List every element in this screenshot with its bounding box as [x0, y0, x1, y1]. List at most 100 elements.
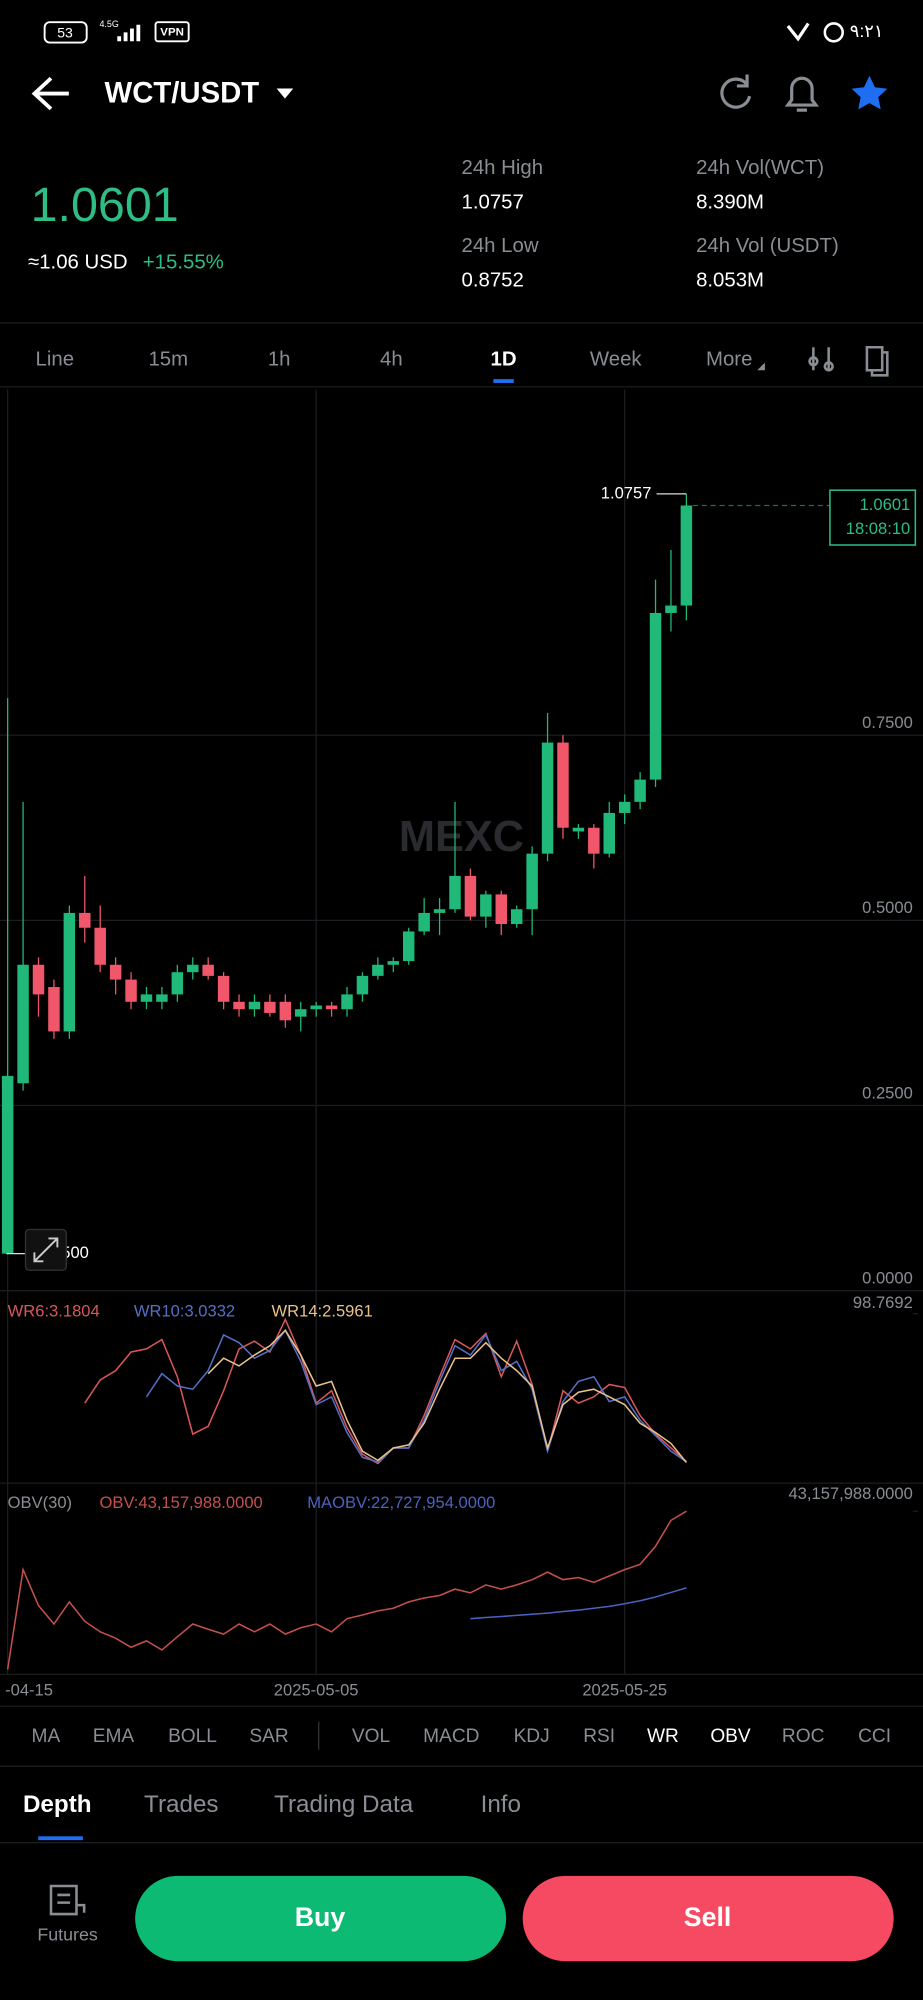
indicator-button[interactable]: RSI [583, 1726, 615, 1747]
chart-area: MEXC -04-15 2025-05-05 2025-05-25 0.0000 0.25… [0, 389, 923, 1699]
indicator-button[interactable]: EMA [93, 1726, 135, 1747]
candle-body [202, 964, 214, 976]
candle-body [480, 894, 492, 917]
indicator-button[interactable]: KDJ [514, 1726, 550, 1747]
timeframe-tab[interactable]: 1h [268, 348, 291, 370]
indicator-button[interactable]: WR [647, 1726, 679, 1747]
sell-button[interactable] [522, 1875, 894, 1962]
candle-body [402, 931, 415, 962]
indicator-button[interactable]: MACD [423, 1726, 479, 1747]
stat-value: 1.0757 [462, 192, 524, 214]
candle-body [140, 994, 153, 1002]
y-tick-label: 43,157,988.0000 [788, 1484, 912, 1503]
last-price-box [829, 489, 917, 546]
timeframe-tab[interactable]: 4h [380, 348, 403, 370]
y-tick-label: 0.2500 [862, 1083, 913, 1102]
candle-body [32, 964, 45, 995]
candle-body [248, 1001, 261, 1010]
vpn-label: VPN [160, 26, 184, 38]
back-button[interactable] [31, 76, 69, 111]
indicator-button[interactable]: BOLL [168, 1726, 217, 1747]
timeframe-tab[interactable]: More [706, 348, 752, 370]
stat-label: 24h Low [462, 235, 539, 257]
indicator-button[interactable]: VOL [352, 1726, 390, 1747]
candle-body [171, 972, 184, 995]
candle-body [310, 1005, 322, 1010]
countdown: 18:08:10 [846, 519, 910, 538]
indicator-button[interactable]: SAR [249, 1726, 288, 1747]
candle-body [94, 927, 106, 965]
candle-body [1, 1075, 14, 1254]
y-tick-label: 0.5000 [862, 898, 913, 917]
candle-body [418, 912, 430, 932]
futures-icon[interactable] [49, 1884, 86, 1916]
refresh-button[interactable] [720, 74, 752, 109]
futures-link[interactable]: Futures [37, 1924, 98, 1944]
tab[interactable]: Depth [23, 1791, 92, 1818]
buy-button[interactable] [135, 1875, 507, 1962]
sell-label: Sell [684, 1902, 732, 1932]
stat-value: 0.8752 [462, 269, 524, 291]
pair-name[interactable]: WCT/USDT [105, 77, 260, 110]
indicator-bar: MA EMA BOLL SAR VOL MACD KDJ RSI WR OBV ROC CCI [32, 1726, 891, 1747]
timeframe-tab[interactable]: Week [590, 348, 643, 370]
candle-body [217, 975, 230, 1002]
indicator-settings-button[interactable] [808, 347, 834, 372]
y-tick-label: 0.7500 [862, 713, 913, 732]
candle-body [603, 812, 615, 854]
indicator-line [470, 1587, 687, 1620]
timeframe-tab[interactable]: 15m [148, 348, 188, 370]
candle-body [665, 605, 677, 613]
candle-body [356, 975, 369, 995]
stat-value: 8.390M [696, 192, 764, 214]
more-caret [757, 362, 765, 371]
candle-body [295, 1009, 307, 1017]
timeframe-bar: Line 15m 1h 4h 1D Week More [36, 348, 765, 383]
indicator-line [207, 1329, 687, 1464]
favorite-button[interactable] [851, 75, 888, 110]
candle-body [233, 1001, 245, 1010]
tab[interactable]: Trades [144, 1791, 218, 1818]
legend-entry: WR6:3.1804 [8, 1302, 100, 1321]
candle-body [618, 801, 631, 813]
expand-icon [33, 1237, 59, 1263]
candle-body [464, 875, 477, 917]
high-label: 1.0757 [601, 483, 652, 502]
stat-label: 24h Vol (USDT) [696, 235, 839, 257]
active-tab-indicator [38, 1836, 83, 1841]
stat-label: 24h High [462, 157, 544, 179]
candle-body [341, 994, 353, 1010]
check-icon [786, 22, 810, 42]
indicator-button[interactable]: MA [32, 1726, 61, 1747]
x-tick-label: -04-15 [5, 1680, 53, 1699]
candle-body [48, 986, 60, 1032]
legend-entry: MAOBV:22,727,954.0000 [307, 1493, 495, 1512]
candle-body [634, 779, 646, 802]
y-tick-label: 98.7692 [853, 1293, 913, 1312]
watermark: MEXC [399, 813, 524, 861]
tab[interactable]: Trading Data [274, 1791, 414, 1818]
pair-dropdown[interactable] [276, 88, 294, 99]
timeframe-tab[interactable]: 1D [491, 348, 517, 370]
last-price-label: 1.0601 [860, 495, 911, 514]
layout-button[interactable] [865, 345, 889, 377]
candle-body [387, 961, 400, 965]
clock: ٩:٢١ [850, 21, 884, 41]
candle-body [680, 505, 693, 606]
y-tick-label: 0.0000 [862, 1269, 913, 1288]
candle-body [541, 742, 554, 854]
candle-body [572, 827, 585, 832]
buy-label: Buy [295, 1902, 346, 1932]
legend-entry: WR10:3.0332 [134, 1302, 235, 1321]
network-type: 4.5G [99, 19, 118, 29]
indicator-button[interactable]: OBV [710, 1726, 751, 1747]
indicator-button[interactable]: ROC [782, 1726, 825, 1747]
timeframe-tab[interactable]: Line [36, 348, 75, 370]
active-indicator [493, 379, 514, 383]
tab[interactable]: Info [481, 1791, 521, 1818]
candle-body [372, 964, 384, 976]
alert-button[interactable] [784, 76, 820, 112]
indicator-button[interactable]: CCI [858, 1726, 891, 1747]
